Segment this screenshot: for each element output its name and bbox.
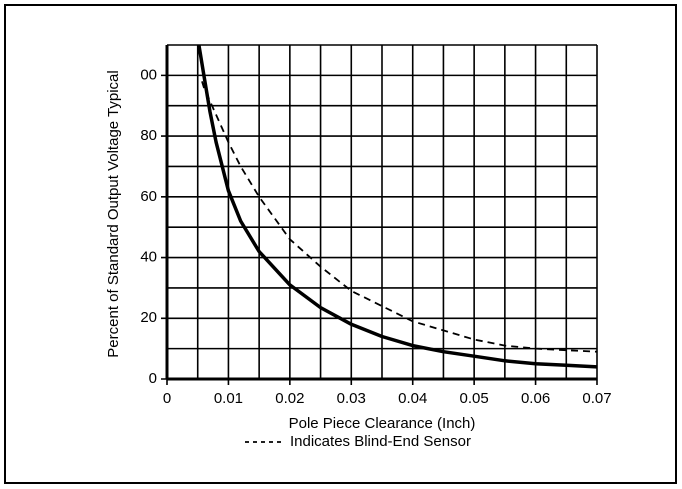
x-tick-label: 0 <box>163 390 171 407</box>
y-tick-label: 80 <box>140 127 157 144</box>
y-tick-label: 00 <box>140 66 157 83</box>
frame <box>4 4 677 484</box>
y-tick-label: 0 <box>149 370 157 387</box>
series-line <box>197 44 598 369</box>
x-tick-label: 0.03 <box>337 390 366 407</box>
series-line <box>201 81 598 353</box>
y-tick-label: 20 <box>140 309 157 326</box>
x-tick-label: 0.02 <box>275 390 304 407</box>
x-tick-label: 0.01 <box>214 390 243 407</box>
legend-label: Indicates Blind-End Sensor <box>290 433 471 450</box>
x-tick-label: 0.07 <box>582 390 611 407</box>
x-tick-label: 0.06 <box>521 390 550 407</box>
y-tick-label: 60 <box>140 188 157 205</box>
y-tick-label: 40 <box>140 249 157 266</box>
y-axis-label: Percent of Standard Output Voltage Typic… <box>105 70 122 357</box>
x-tick-label: 0.05 <box>460 390 489 407</box>
x-axis-label: Pole Piece Clearance (Inch) <box>289 415 476 432</box>
x-tick-label: 0.04 <box>398 390 427 407</box>
